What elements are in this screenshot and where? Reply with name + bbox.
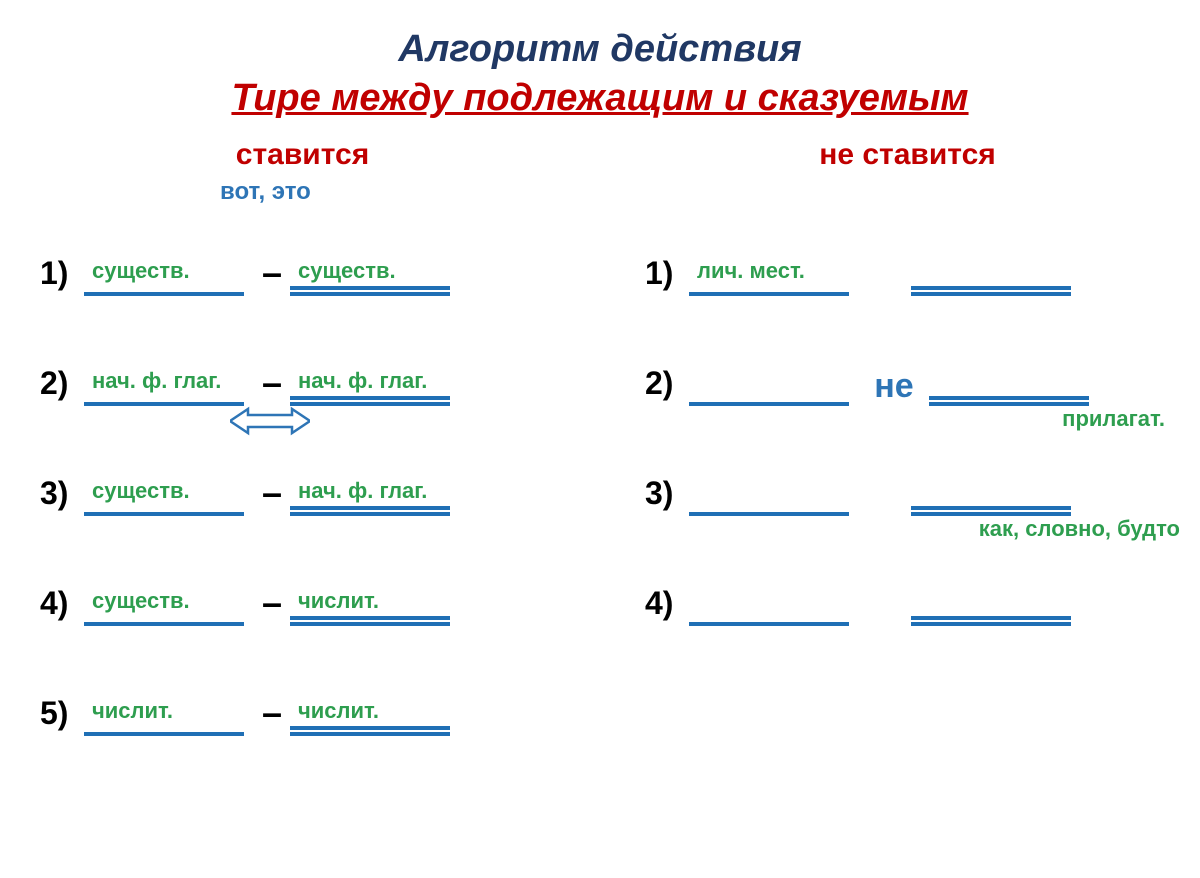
predicate-slot: существ. [290,286,460,296]
right-column: не ставится 1) лич. мест. 2) не [585,138,1170,766]
left-header: ставится [40,138,565,172]
subject-underline [689,292,849,296]
predicate-label: существ. [298,258,396,284]
subject-underline [689,622,849,626]
left-row-3: 3) существ. – нач. ф. глаг. [40,436,565,516]
subject-slot [689,512,859,516]
right-row-2: 2) не [645,326,1170,406]
predicate-label: числит. [298,588,379,614]
dash-mark: – [254,582,290,626]
predicate-underline [911,616,1071,626]
subject-underline [84,402,244,406]
subject-slot: лич. мест. [689,292,859,296]
subject-slot: нач. ф. глаг. [84,402,254,406]
predicate-slot: нач. ф. глаг. [290,506,460,516]
subject-label: существ. [92,478,190,504]
left-row-1: 1) существ. – существ. [40,216,565,296]
subject-label: лич. мест. [697,258,805,284]
left-column: ставится вот, это 1) существ. – существ.… [40,138,585,766]
row-number: 4) [40,585,84,626]
subject-slot: существ. [84,512,254,516]
predicate-top-label: как, словно, будто [979,516,1180,542]
right-row-1: 1) лич. мест. [645,216,1170,296]
subject-slot [689,622,859,626]
predicate-underline [290,506,450,516]
double-arrow-icon [230,406,310,436]
predicate-slot [911,616,1081,626]
predicate-slot: числит. [290,616,460,626]
row-number: 1) [645,255,689,296]
row-number: 3) [40,475,84,516]
dash-mark: – [254,472,290,516]
dash-mark: – [254,692,290,736]
ne-word: не [859,367,929,406]
predicate-label: нач. ф. глаг. [298,478,427,504]
predicate-slot [929,396,1099,406]
subject-underline [84,732,244,736]
predicate-underline [290,616,450,626]
right-rows: 1) лич. мест. 2) не [645,216,1170,626]
subject-slot: числит. [84,732,254,736]
predicate-underline [290,286,450,296]
dash-mark: – [254,252,290,296]
subject-label: существ. [92,588,190,614]
right-header: не ставится [645,138,1170,172]
right-row-4: как, словно, будто 4) [645,546,1170,626]
subject-underline [84,292,244,296]
predicate-underline [911,506,1071,516]
left-row-2: 2) нач. ф. глаг. – нач. ф. глаг. [40,326,565,406]
row-number: 3) [645,475,689,516]
row-number: 5) [40,695,84,736]
predicate-label: числит. [298,698,379,724]
subject-label: числит. [92,698,173,724]
predicate-slot: нач. ф. глаг. [290,396,460,406]
subject-underline [84,512,244,516]
predicate-underline [911,286,1071,296]
predicate-slot [911,506,1081,516]
subject-slot: существ. [84,622,254,626]
subject-label: нач. ф. глаг. [92,368,221,394]
row-number: 2) [645,365,689,406]
predicate-top-label: прилагат. [1062,406,1165,432]
left-row-4: 4) существ. – числит. [40,546,565,626]
predicate-slot: числит. [290,726,460,736]
row-number: 1) [40,255,84,296]
title-line-1: Алгоритм действия [0,28,1200,71]
predicate-underline [290,726,450,736]
row-number: 2) [40,365,84,406]
dash-mark: – [254,362,290,406]
predicate-label: нач. ф. глаг. [298,368,427,394]
title-line-2: Тире между подлежащим и сказуемым [0,77,1200,120]
subject-underline [689,402,849,406]
predicate-slot [911,286,1081,296]
right-row-3: прилагат. 3) [645,436,1170,516]
subject-underline [689,512,849,516]
row-number: 4) [645,585,689,626]
vot-eto-label: вот, это [220,178,311,206]
subject-slot [689,402,859,406]
columns-container: ставится вот, это 1) существ. – существ.… [0,138,1200,766]
left-rows: 1) существ. – существ. 2) нач. ф. глаг. … [40,216,565,736]
left-row-5: 5) числит. – числит. [40,656,565,736]
subject-underline [84,622,244,626]
subject-label: существ. [92,258,190,284]
predicate-underline [290,396,450,406]
predicate-underline [929,396,1089,406]
subject-slot: существ. [84,292,254,296]
